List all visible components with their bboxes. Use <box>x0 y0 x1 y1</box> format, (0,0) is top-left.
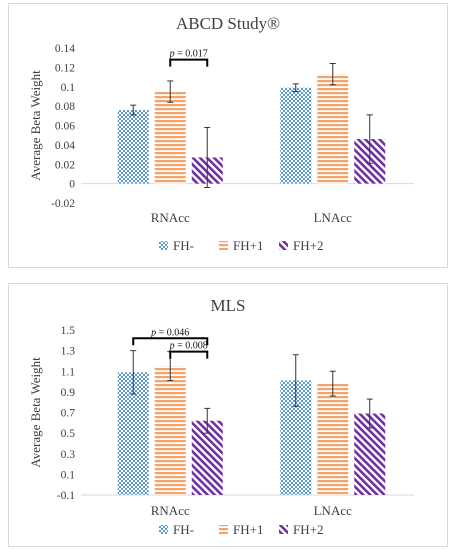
y-tick-label: 0.7 <box>61 408 76 420</box>
y-tick-label: 1.5 <box>61 325 76 337</box>
y-tick-label: 0.1 <box>61 82 76 94</box>
error-bar <box>292 354 299 407</box>
bar-fh1-lnacc <box>317 74 349 184</box>
y-tick-label: 0.08 <box>55 101 75 113</box>
legend-label: FH+2 <box>293 522 323 537</box>
y-tick-label: 1.1 <box>61 366 76 378</box>
y-tick-label: -0.1 <box>57 490 75 502</box>
category-label: RNAcc <box>151 210 190 225</box>
y-axis-label: Average Beta Weight <box>28 70 43 181</box>
bar-fh1-rnacc <box>154 366 186 495</box>
error-bar <box>329 370 336 397</box>
legend-swatch <box>279 525 288 534</box>
chart-abcd: ABCD Study® Average Beta Weight -0.02 0 0.02… <box>28 14 414 253</box>
y-tick-label: -0.02 <box>51 198 75 210</box>
legend-swatch <box>279 241 288 250</box>
error-bar <box>130 104 137 116</box>
legend-swatch <box>159 241 168 250</box>
y-tick-label: 0.06 <box>55 121 75 133</box>
legend-swatch <box>159 525 168 534</box>
legend-item: FH+1 <box>219 522 263 537</box>
error-bar <box>130 350 137 395</box>
bracket-line <box>169 350 209 359</box>
y-tick-label: 0 <box>69 179 75 191</box>
error-bar <box>329 63 336 86</box>
chart-panel-abcd: ABCD Study® Average Beta Weight -0.02 0 0.02… <box>8 3 448 268</box>
y-tick-label: 0.5 <box>61 428 76 440</box>
bracket-line <box>132 337 209 346</box>
error-bar <box>292 83 299 93</box>
error-bar <box>366 114 373 164</box>
legend-item: FH+2 <box>279 522 323 537</box>
p-value-label: p = 0.017 <box>169 49 208 60</box>
chart-title: ABCD Study® <box>176 14 280 33</box>
bracket-line <box>169 58 209 67</box>
chart-mls: MLS Average Beta Weight -0.1 0.1 0.3 0.5 0.7 0.… <box>28 296 414 537</box>
y-tick-label: 0.02 <box>55 159 75 171</box>
bar-fh-rnacc <box>117 110 149 184</box>
y-tick-label: 0.12 <box>55 62 75 74</box>
y-axis-label: Average Beta Weight <box>28 357 43 468</box>
significance-bracket <box>132 337 209 346</box>
legend-label: FH+2 <box>293 238 323 253</box>
category-label: RNAcc <box>151 503 190 518</box>
significance-bracket <box>169 58 209 67</box>
legend-label: FH+1 <box>233 522 263 537</box>
legend-item: FH+2 <box>279 238 323 253</box>
category-label: LNAcc <box>314 210 352 225</box>
y-tick-label: 0.04 <box>55 140 75 152</box>
bar-fh1-rnacc <box>154 91 186 184</box>
y-tick-label: 1.3 <box>61 346 76 358</box>
error-bar <box>204 126 211 188</box>
legend-item: FH+1 <box>219 238 263 253</box>
legend-item: FH- <box>159 238 194 253</box>
error-bar <box>204 407 211 434</box>
legend-item: FH- <box>159 522 194 537</box>
legend-label: FH- <box>173 522 194 537</box>
y-tick-label: 0.1 <box>61 469 76 481</box>
chart-panel-mls: MLS Average Beta Weight -0.1 0.1 0.3 0.5 0.7 0.… <box>8 283 448 547</box>
chart-title: MLS <box>211 296 246 315</box>
legend-swatch <box>219 241 228 250</box>
legend-label: FH+1 <box>233 238 263 253</box>
error-bar <box>167 80 174 103</box>
category-label: LNAcc <box>314 503 352 518</box>
error-bar <box>366 398 373 429</box>
legend-swatch <box>219 525 228 534</box>
significance-bracket <box>169 350 209 359</box>
bar-fh-lnacc <box>280 87 312 184</box>
legend-label: FH- <box>173 238 194 253</box>
y-tick-label: 0.14 <box>55 43 75 55</box>
bar-fh1-lnacc <box>317 383 349 495</box>
y-tick-label: 0.9 <box>61 387 76 399</box>
p-value-label: p = 0.046 <box>150 327 189 338</box>
y-tick-label: 0.3 <box>61 449 76 461</box>
p-value-label: p = 0.008 <box>169 341 208 352</box>
